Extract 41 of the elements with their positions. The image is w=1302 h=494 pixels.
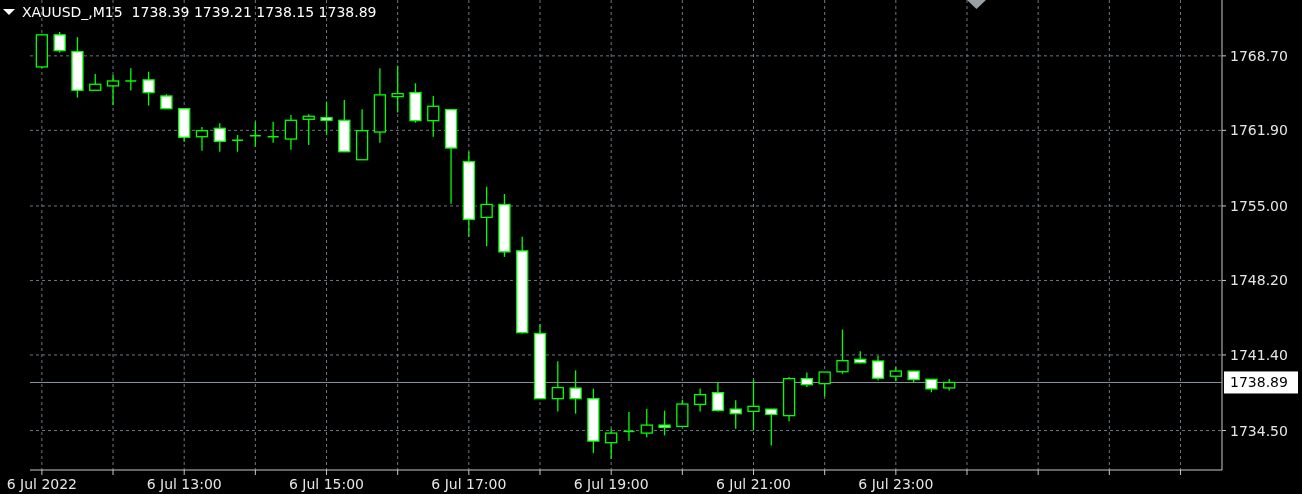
candlestick <box>765 408 778 447</box>
x-tick-label: 6 Jul 17:00 <box>431 476 507 492</box>
candlestick <box>124 67 138 92</box>
x-tick-label: 6 Jul 19:00 <box>573 476 649 492</box>
candlestick <box>320 101 333 136</box>
chart-title: XAUUSD_,M15 1738.39 1739.21 1738.15 1738.89 <box>22 4 377 20</box>
candlestick <box>551 360 564 413</box>
candlestick <box>427 95 440 138</box>
x-tick-label: 6 Jul 15:00 <box>288 476 365 492</box>
candlestick <box>106 74 120 106</box>
candlestick <box>711 381 725 413</box>
x-tick-label: 6 Jul 21:00 <box>715 476 792 492</box>
candlestick <box>818 371 831 398</box>
candlestick <box>302 113 315 146</box>
y-tick-label: 1741.40 <box>1230 346 1288 363</box>
candlestick <box>729 399 742 430</box>
candlestick <box>284 114 298 151</box>
x-tick-label: 6 Jul 23:00 <box>858 476 934 492</box>
candlestick <box>871 355 885 382</box>
candlestick <box>640 408 653 438</box>
y-tick-label: 1734.50 <box>1230 422 1288 439</box>
candlestick <box>605 428 618 460</box>
y-tick-label: 1768.70 <box>1230 47 1288 64</box>
candlestick <box>391 65 404 114</box>
ref-line-label: 1738.89 <box>1230 374 1288 391</box>
candlestick <box>693 387 707 413</box>
x-tick-label: 6 Jul 13:00 <box>146 476 222 492</box>
candlestick <box>480 186 493 247</box>
y-tick-label: 1761.90 <box>1230 122 1288 139</box>
y-tick-label: 1755.00 <box>1230 197 1288 214</box>
x-tick-label: 6 Jul 2022 <box>6 476 78 492</box>
candlestick <box>676 399 689 428</box>
candlestick <box>836 328 849 375</box>
candlestick <box>53 31 66 54</box>
candlestick <box>142 71 155 107</box>
candlestick <box>195 126 209 152</box>
candlestick <box>213 122 226 153</box>
candlestick <box>658 410 671 437</box>
candlestick <box>747 378 760 432</box>
y-tick-label: 1748.20 <box>1230 272 1288 289</box>
candlestick <box>569 369 582 415</box>
